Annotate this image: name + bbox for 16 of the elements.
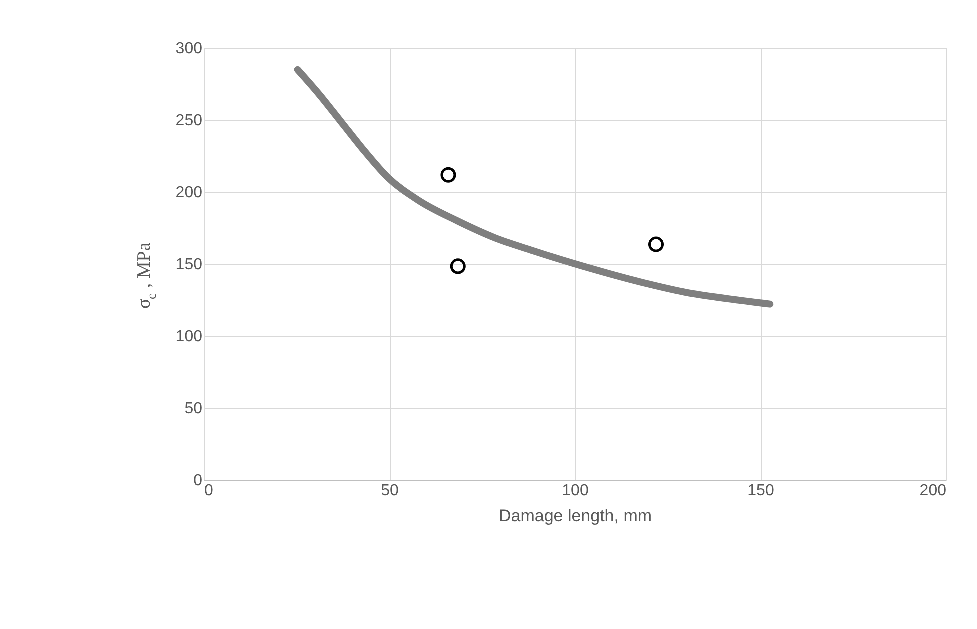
y-tick-label: 150 <box>176 256 203 274</box>
point <box>440 167 456 183</box>
x-tick-label: 0 <box>204 482 214 500</box>
x-tick-label: 100 <box>562 482 589 500</box>
y-tick-label: 250 <box>176 112 203 130</box>
x-axis-title: Damage length, mm <box>498 506 652 526</box>
x-tick-label: 200 <box>920 482 947 500</box>
y-tick-label: 300 <box>176 40 203 58</box>
y-axis-title: σc , MPa <box>134 242 159 309</box>
point <box>648 236 664 252</box>
x-tick-label: 50 <box>381 482 399 500</box>
x-tick-label: 150 <box>748 482 774 500</box>
y-tick-label: 50 <box>184 400 203 418</box>
point <box>450 258 466 274</box>
y-tick-label: 200 <box>176 184 203 202</box>
y-tick-label: 100 <box>176 328 203 346</box>
